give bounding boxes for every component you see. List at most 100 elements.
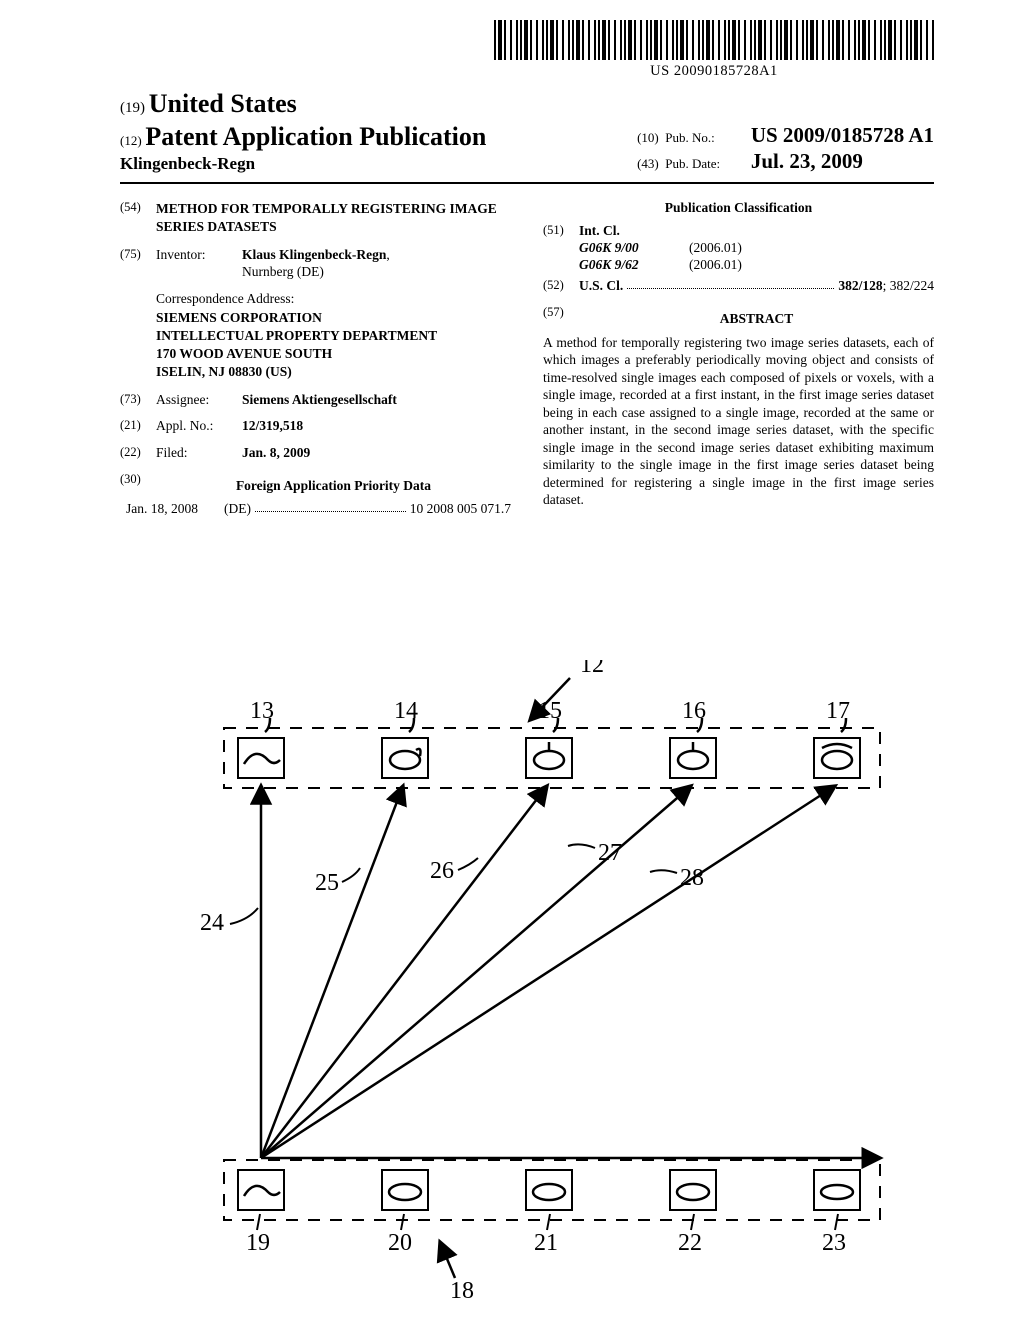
field-22: (22) Filed: Jan. 8, 2009 [120,445,511,462]
ptr-25 [342,868,360,882]
tag-75: (75) [120,247,156,281]
abstract-body: A method for temporally registering two … [543,334,934,509]
arrow-28 [261,786,835,1158]
tag-57: (57) [543,305,579,332]
field-52: (52) U.S. Cl. 382/128; 382/224 [543,278,934,295]
val-applno: 12/319,518 [242,418,511,435]
pubno-tag: (10) Pub. No.: [637,130,747,146]
tag-54: (54) [120,200,156,236]
inventor-line: Klingenbeck-Regn [120,153,486,174]
pubno: US 2009/0185728 A1 [751,123,934,147]
fig-label-19: 19 [246,1230,270,1256]
val-uscl: 382/128; 382/224 [838,278,934,295]
intcl1-code: G06K 9/00 [579,240,689,257]
barcode-text: US 20090185728A1 [494,62,934,80]
fig-label-26: 26 [430,858,454,884]
val-assignee: Siemens Aktiengesellschaft [242,392,511,409]
fig-label-21: 21 [534,1230,558,1256]
correspondence-address: Correspondence Address: SIEMENS CORPORAT… [156,290,511,381]
ptr-23 [835,1214,838,1230]
priority-row: Jan. 18, 2008 (DE) 10 2008 005 071.7 [126,501,511,518]
country-name: United States [149,89,297,118]
tag-73: (73) [120,392,156,409]
pubclass-head: Publication Classification [543,200,934,217]
ptr-24 [230,908,258,924]
intcl1-date: (2006.01) [689,240,742,257]
doctype: Patent Application Publication [145,122,486,151]
tag-30: (30) [120,472,156,501]
fig-label-12: 12 [580,660,604,678]
corr-l1: SIEMENS CORPORATION [156,309,511,327]
arrow-27 [261,786,691,1158]
top-boxes [238,738,860,778]
ptr-19 [257,1214,260,1230]
field-51: (51) Int. Cl. G06K 9/00 (2006.01) G06K 9… [543,223,934,274]
val-filed: Jan. 8, 2009 [242,445,511,462]
intcl-row-2: G06K 9/62 (2006.01) [579,257,934,274]
dotfill-icon [627,278,834,289]
barcode [494,20,934,60]
field-21: (21) Appl. No.: 12/319,518 [120,418,511,435]
arrow-26 [261,786,547,1158]
pubdate-tag: (43) Pub. Date: [637,156,747,172]
tag-52: (52) [543,278,579,295]
lab-intcl: Int. Cl. [579,223,620,240]
arrow-25 [261,786,403,1158]
fig-label-27: 27 [598,840,622,866]
dotfill-icon [255,501,406,512]
lab-applno: Appl. No.: [156,418,242,435]
intcl-list: G06K 9/00 (2006.01) G06K 9/62 (2006.01) [579,240,934,274]
right-column: Publication Classification (51) Int. Cl.… [543,200,934,528]
fig-label-20: 20 [388,1230,412,1256]
header-right: (10) Pub. No.: US 2009/0185728 A1 (43) P… [637,122,934,175]
prio-date: Jan. 18, 2008 [126,501,224,518]
figure: 12 13 14 15 16 17 [120,660,934,1300]
val-inventor: Klaus Klingenbeck-Regn, Nurnberg (DE) [242,247,511,281]
biblio-columns: (54) METHOD FOR TEMPORALLY REGISTERING I… [120,200,934,528]
priority-head: Foreign Application Priority Data [156,478,511,495]
header-block: (19) United States (12) Patent Applicati… [120,88,934,174]
doctype-tag: (12) [120,133,142,148]
pointer-18 [440,1242,455,1278]
lab-filed: Filed: [156,445,242,462]
fig-label-28: 28 [680,865,704,891]
lab-inventor: Inventor: [156,247,242,281]
prio-num: 10 2008 005 071.7 [410,501,511,518]
title-54: METHOD FOR TEMPORALLY REGISTERING IMAGE … [156,200,511,236]
bot-boxes [238,1170,860,1210]
pubdate: Jul. 23, 2009 [751,149,863,173]
ptr-22 [691,1214,694,1230]
patent-page: US 20090185728A1 (19) United States (12)… [0,0,1024,1320]
field-73: (73) Assignee: Siemens Aktiengesellschaf… [120,392,511,409]
lab-assignee: Assignee: [156,392,242,409]
corr-lab: Correspondence Address: [156,290,511,308]
lab-uscl: U.S. Cl. [579,278,623,295]
barcode-area: US 20090185728A1 [494,20,934,80]
intcl-row-1: G06K 9/00 (2006.01) [579,240,934,257]
fig-label-22: 22 [678,1230,702,1256]
ptr-26 [458,858,478,870]
field-30: (30) Foreign Application Priority Data J… [120,472,511,518]
ptr-20 [401,1214,404,1230]
prio-cc: (DE) [224,501,251,518]
country-tag: (19) [120,100,145,116]
header-doctype-row: (12) Patent Application Publication Klin… [120,121,934,175]
ptr-27 [568,844,595,848]
intcl2-date: (2006.01) [689,257,742,274]
corr-l4: ISELIN, NJ 08830 (US) [156,363,511,381]
field-54: (54) METHOD FOR TEMPORALLY REGISTERING I… [120,200,511,236]
header-country: (19) United States [120,88,934,121]
corr-l2: INTELLECTUAL PROPERTY DEPARTMENT [156,327,511,345]
header-left: (12) Patent Application Publication Klin… [120,121,486,175]
figure-svg: 12 13 14 15 16 17 [120,660,934,1300]
field-57: (57) ABSTRACT [543,305,934,332]
intcl2-code: G06K 9/62 [579,257,689,274]
tag-51: (51) [543,223,579,240]
header-rule [120,182,934,184]
abstract-head: ABSTRACT [579,311,934,328]
fig-label-18: 18 [450,1278,474,1300]
field-75: (75) Inventor: Klaus Klingenbeck-Regn, N… [120,247,511,281]
tag-21: (21) [120,418,156,435]
tag-22: (22) [120,445,156,462]
fig-label-24: 24 [200,910,224,936]
